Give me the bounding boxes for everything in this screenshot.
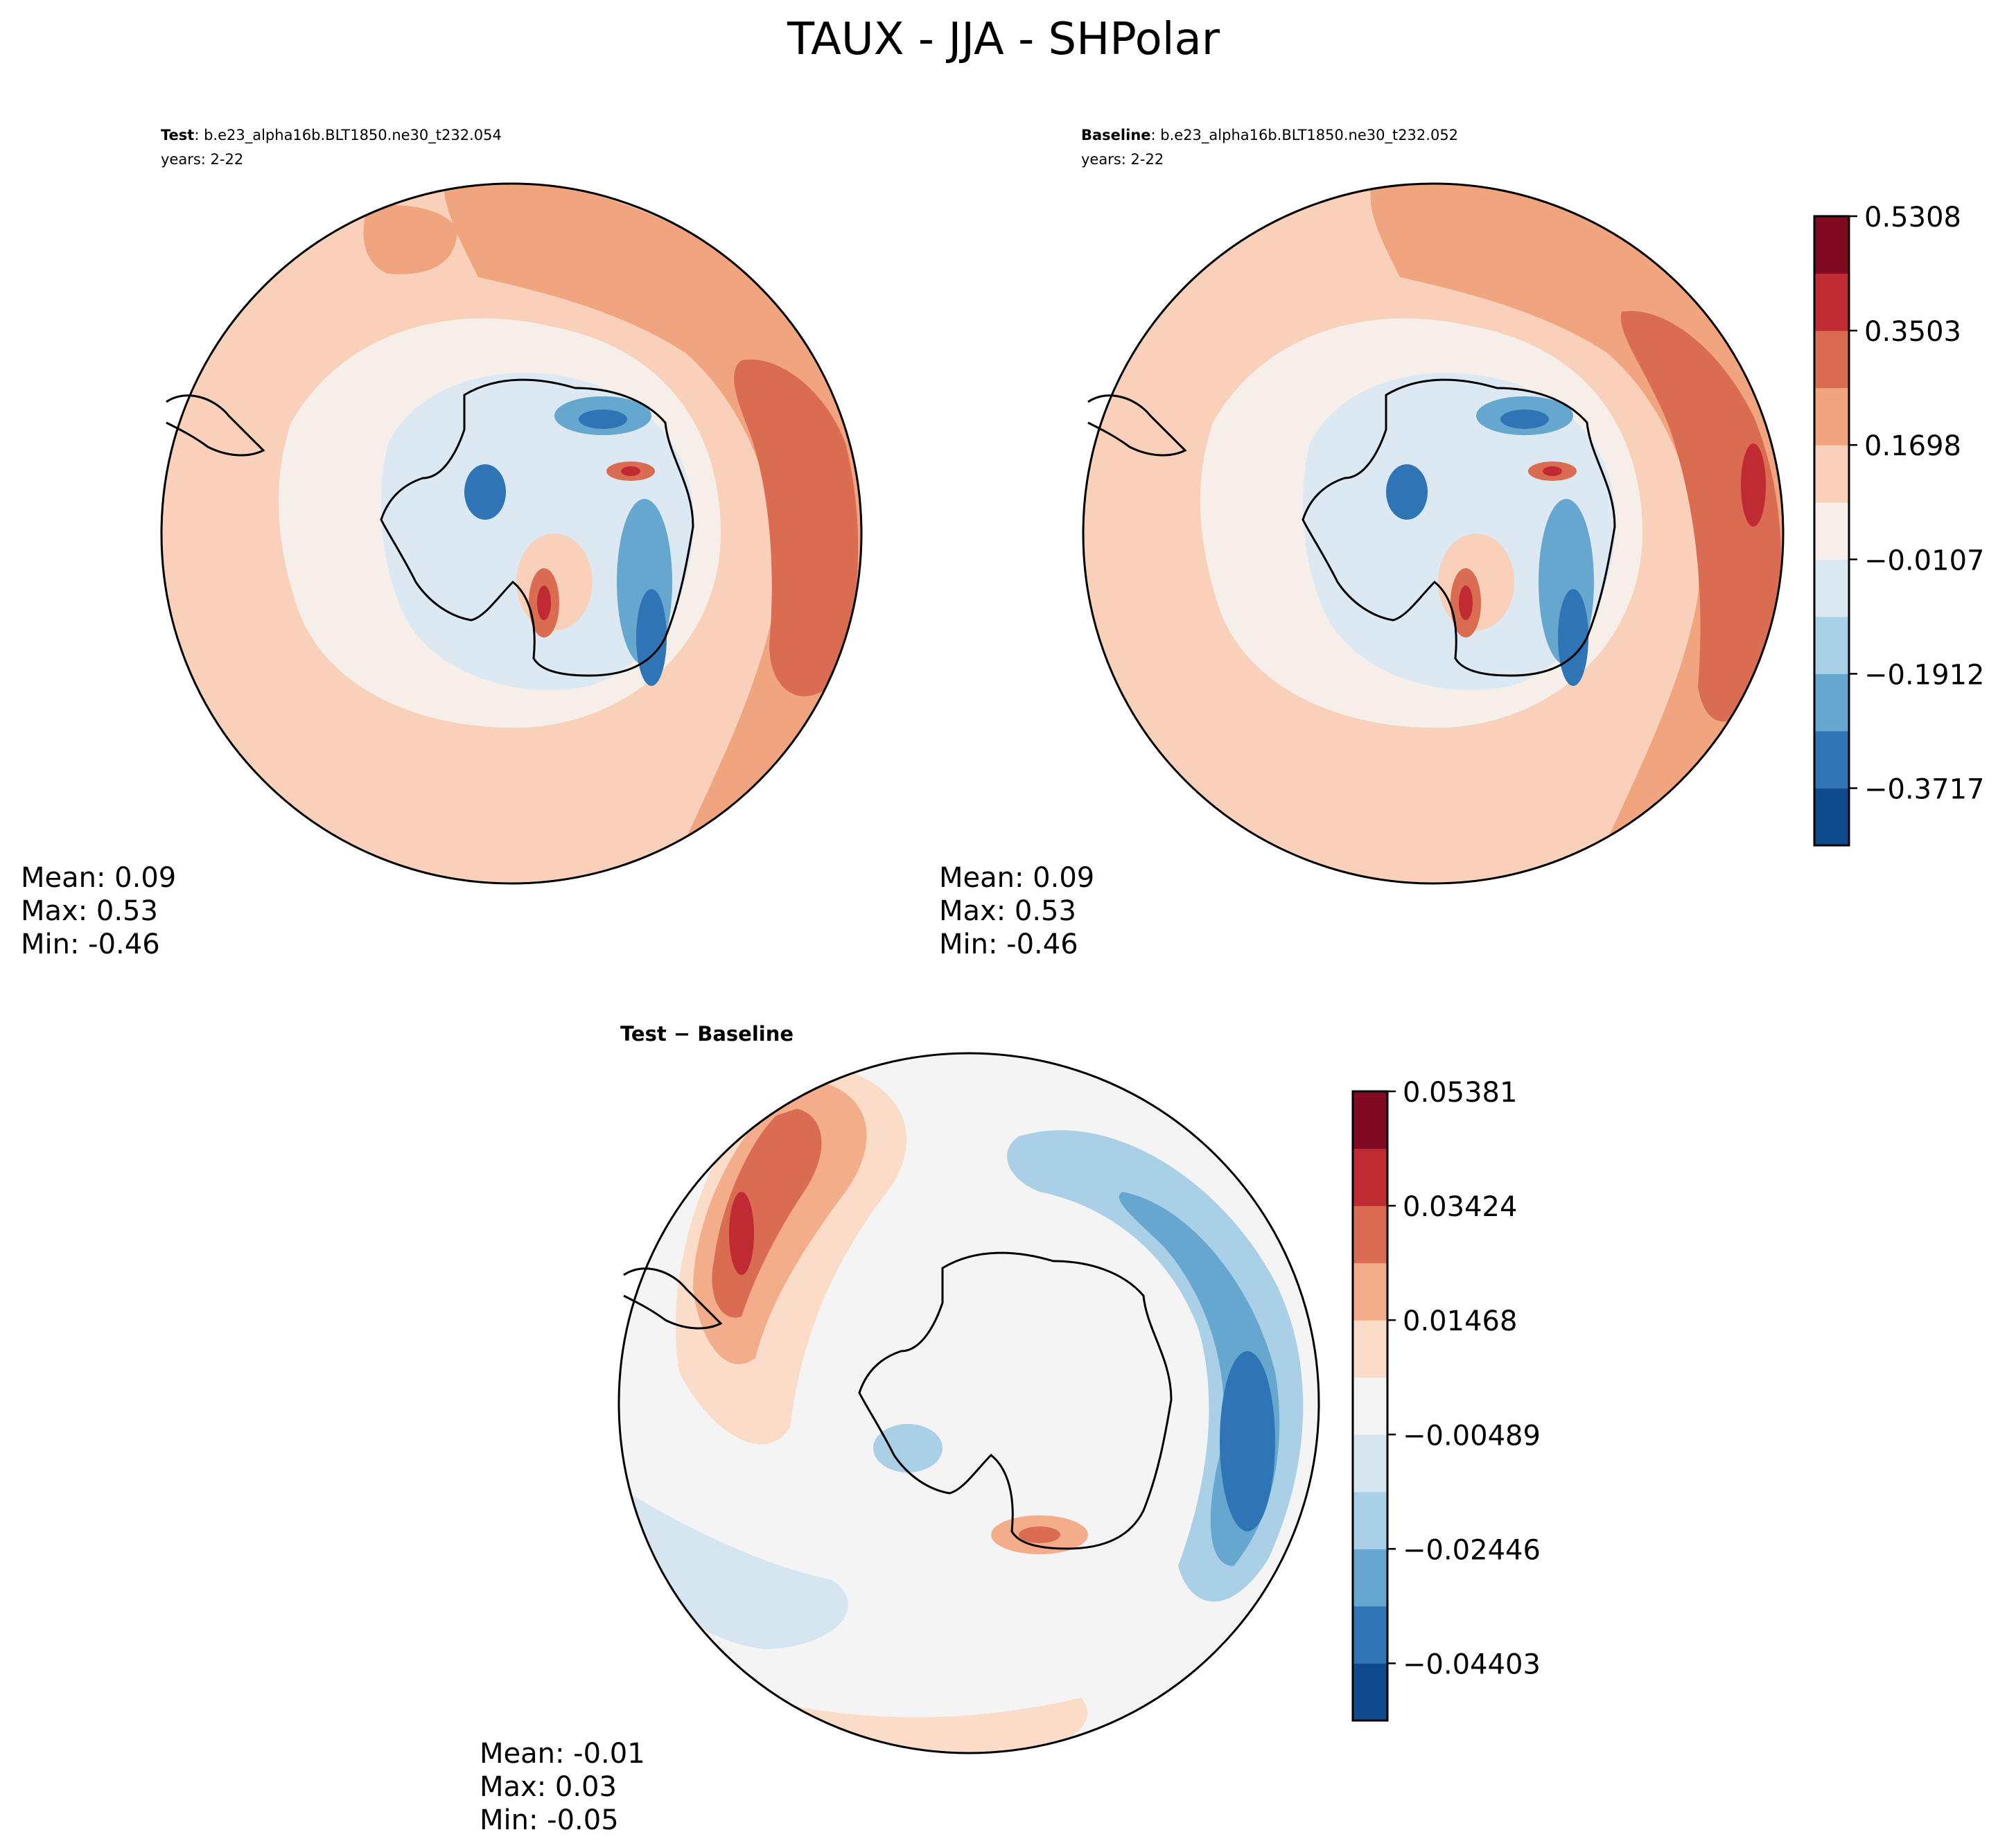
test-coast-core-east (636, 589, 667, 686)
test-stat-min: Min: -0.46 (21, 929, 160, 960)
test-years: years: 2-22 (161, 151, 243, 168)
colorbar-diff-tick-label-3: −0.00489 (1403, 1420, 1541, 1452)
test-south-america-coastline (166, 394, 265, 457)
colorbar-diff-level-1 (1353, 1605, 1387, 1664)
colorbar-main-tick-label-3: −0.0107 (1864, 545, 1984, 577)
diff-stat-min: Min: -0.05 (480, 1804, 619, 1836)
colorbar-diff-level-3 (1353, 1491, 1387, 1549)
colorbar-main-frame (1813, 215, 1850, 847)
colorbar-main-level-6 (1814, 445, 1849, 503)
baseline-band-east-strong (1620, 310, 1782, 722)
colorbar-diff-level-0 (1353, 1663, 1387, 1721)
colorbar-diff-level-6 (1353, 1320, 1387, 1378)
diff-stat-max: Max: 0.03 (480, 1771, 617, 1803)
baseline-interior-peak (1459, 586, 1473, 620)
baseline-panel-title: Baseline: b.e23_alpha16b.BLT1850.ne30_t2… (1081, 127, 1458, 144)
diff-map-boundary (617, 1052, 1320, 1754)
colorbar-diff-level-5 (1353, 1377, 1387, 1435)
diff-coast-cool (873, 1424, 943, 1472)
colorbar-diff-tick-label-2: 0.01468 (1403, 1305, 1517, 1337)
test-ring-blue (381, 373, 694, 690)
colorbar-main-level-8 (1814, 331, 1849, 389)
colorbar-main-level-1 (1814, 730, 1849, 789)
baseline-title-case: : b.e23_alpha16b.BLT1850.ne30_t232.052 (1151, 127, 1459, 144)
figure-title: TAUX - JJA - SHPolar (787, 14, 1220, 65)
diff-coast-warm-core (1019, 1526, 1060, 1543)
test-panel-title: Test: b.e23_alpha16b.BLT1850.ne30_t232.0… (161, 127, 502, 144)
diff-panel-title: Test − Baseline (620, 1022, 794, 1046)
baseline-stat-min: Min: -0.46 (939, 929, 1078, 960)
test-band-north (363, 205, 457, 274)
diff-antarctica-coastline (858, 1251, 1173, 1550)
test-band-east-strong (734, 359, 859, 696)
colorbar-main-tick-label-4: −0.1912 (1864, 659, 1984, 691)
colorbar-main-level-7 (1814, 387, 1849, 446)
diff-cool-strong (1220, 1351, 1275, 1531)
test-antarctica-coastline (380, 378, 694, 677)
colorbar-diff-level-4 (1353, 1434, 1387, 1493)
baseline-south-america-coastline (1087, 394, 1187, 457)
baseline-title-label: Baseline (1081, 127, 1151, 143)
test-map (161, 184, 861, 883)
baseline-coast-core-west (1386, 464, 1428, 520)
colorbar-diff-level-7 (1353, 1262, 1387, 1321)
test-coast-core-west (464, 464, 506, 520)
test-title-label: Test (161, 127, 194, 143)
baseline-stat-max: Max: 0.53 (939, 895, 1076, 927)
colorbar-diff-tick-label-4: −0.02446 (1403, 1534, 1541, 1566)
baseline-map-boundary (1082, 182, 1785, 885)
baseline-coast-core-north (1500, 410, 1549, 429)
diff-stat-mean: Mean: -0.01 (480, 1738, 645, 1770)
colorbar-diff-tick-label-5: −0.04403 (1403, 1648, 1541, 1680)
colorbar-diff-level-10 (1353, 1091, 1387, 1150)
colorbar-main-level-3 (1814, 616, 1849, 674)
diff-map (619, 1053, 1319, 1753)
colorbar-diff-level-9 (1353, 1148, 1387, 1206)
colorbar-main-tick-label-5: −0.3717 (1864, 773, 1984, 805)
baseline-map (1083, 184, 1783, 883)
test-map-boundary (160, 182, 863, 885)
baseline-stat-mean: Mean: 0.09 (939, 862, 1094, 894)
test-stat-max: Max: 0.53 (21, 895, 158, 927)
baseline-ring-blue (1303, 373, 1616, 690)
test-coast-peak (621, 466, 640, 476)
baseline-years: years: 2-22 (1081, 151, 1164, 168)
colorbar-diff-level-8 (1353, 1206, 1387, 1264)
colorbar-main-tick-label-0: 0.5308 (1864, 202, 1961, 234)
colorbar-main: 0.5308 0.3503 0.1698 −0.0107 −0.1912 −0.3717 (1813, 202, 1984, 847)
diff-warm-peak (729, 1192, 754, 1275)
colorbar-diff-tick-label-1: 0.03424 (1403, 1191, 1517, 1223)
diff-warm-south (693, 1677, 1087, 1753)
diff-south-america-coastline (623, 1267, 723, 1330)
colorbar-main-tick-label-2: 0.1698 (1864, 430, 1961, 462)
test-coast-core-north (579, 410, 627, 429)
colorbar-main-level-5 (1814, 502, 1849, 560)
colorbar-diff-frame (1351, 1090, 1389, 1722)
colorbar-main-level-9 (1814, 273, 1849, 331)
colorbar-diff-level-2 (1353, 1549, 1387, 1607)
baseline-coast-peak (1543, 466, 1562, 476)
colorbar-main-level-4 (1814, 559, 1849, 617)
baseline-coast-core-east (1558, 589, 1588, 686)
test-interior-peak (537, 586, 551, 620)
colorbar-diff: 0.05381 0.03424 0.01468 −0.00489 −0.02446 −0.… (1351, 1077, 1541, 1722)
colorbar-diff-tick-label-0: 0.05381 (1403, 1077, 1517, 1109)
baseline-band-peak (1741, 443, 1766, 527)
colorbar-main-level-2 (1814, 674, 1849, 732)
baseline-antarctica-coastline (1302, 378, 1616, 677)
colorbar-main-level-10 (1814, 216, 1849, 274)
test-band-east (444, 184, 861, 838)
colorbar-main-tick-label-1: 0.3503 (1864, 316, 1961, 348)
test-title-case: : b.e23_alpha16b.BLT1850.ne30_t232.054 (194, 127, 502, 144)
colorbar-main-level-0 (1814, 788, 1849, 846)
test-stat-mean: Mean: 0.09 (21, 862, 176, 894)
